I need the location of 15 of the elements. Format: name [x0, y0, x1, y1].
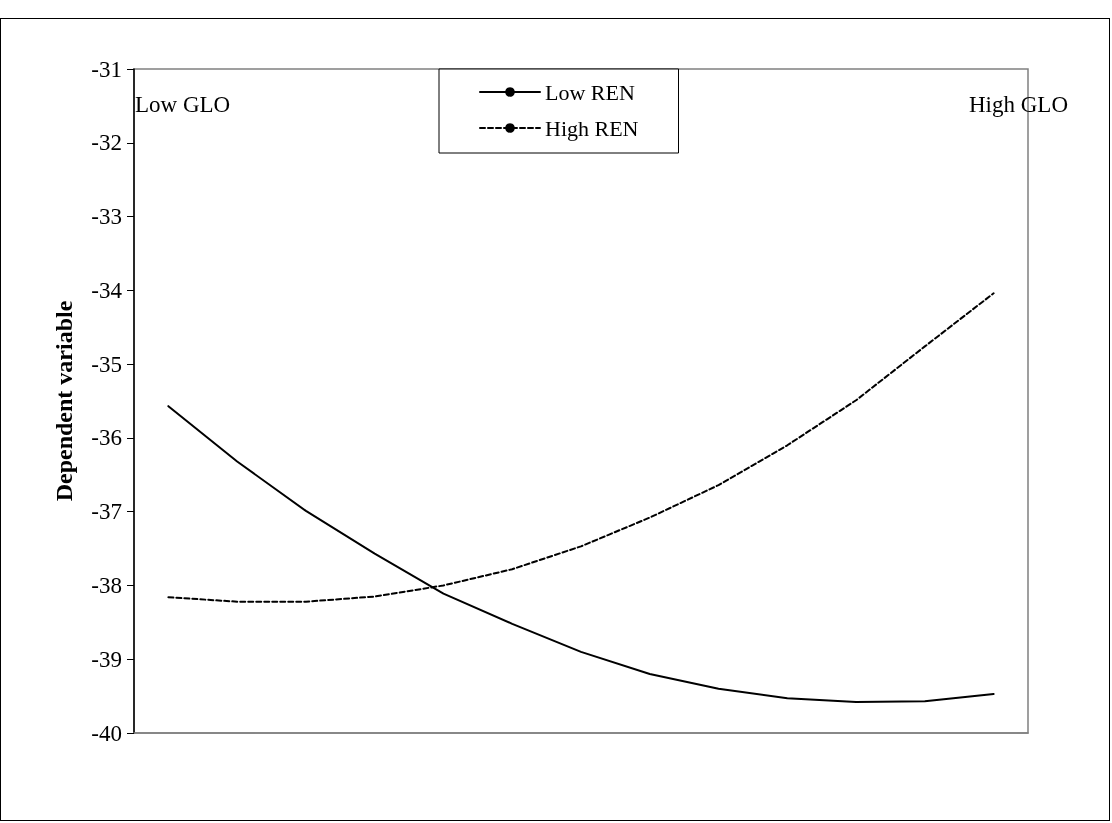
y-tick-label: -38 — [91, 572, 122, 598]
legend-label: Low REN — [545, 79, 635, 105]
legend-label: High REN — [545, 115, 639, 141]
y-tick-label: -35 — [91, 351, 122, 377]
annotation: High GLO — [968, 92, 1069, 117]
y-tick-label: -37 — [91, 499, 122, 525]
y-tick-label: -31 — [91, 56, 122, 82]
y-tick-label: -33 — [91, 204, 122, 230]
y-axis-title: Dependent variable — [51, 300, 77, 502]
y-tick-label: -34 — [91, 277, 123, 303]
y-tick-label: -39 — [91, 646, 122, 672]
y-tick-label: -40 — [91, 720, 122, 746]
annotation: Low GLO — [135, 92, 231, 117]
y-tick-label: -32 — [91, 130, 122, 156]
y-tick-label: -36 — [91, 425, 122, 451]
